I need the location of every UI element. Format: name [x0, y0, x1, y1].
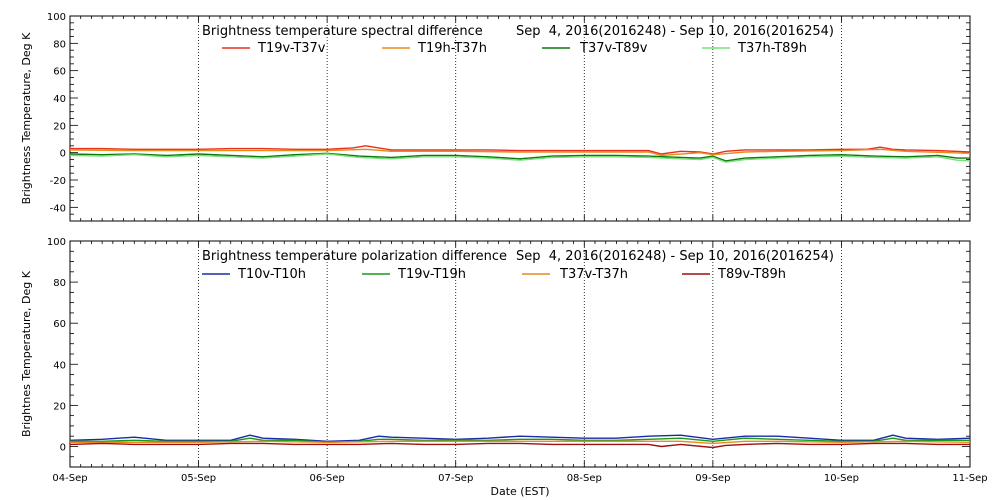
series-line-t37v-t89v — [69, 152, 970, 162]
legend-label: T19v-T19h — [397, 267, 466, 282]
series-line-t10v-t10h — [69, 434, 971, 442]
series-line-t19v-t19h — [70, 437, 970, 443]
y-tick-label: 20 — [53, 121, 66, 132]
y-tick-label: 40 — [53, 360, 66, 371]
chart-title: Brightness temperature spectral differen… — [202, 24, 483, 39]
legend-label: T19h-T37h — [417, 41, 487, 56]
chart-date-range: Sep 4, 2016(2016248) - Sep 10, 2016(2016… — [516, 249, 834, 264]
x-tick-label: 08-Sep — [567, 473, 602, 484]
chart-date-range: Sep 4, 2016(2016248) - Sep 10, 2016(2016… — [516, 24, 834, 39]
y-axis-label: Brightnes Temperature, Deg K — [20, 270, 33, 437]
y-tick-label: -40 — [50, 203, 66, 214]
y-tick-label: -20 — [50, 176, 66, 187]
x-axis-label: Date (EST) — [490, 485, 549, 498]
x-tick-label: 06-Sep — [310, 473, 345, 484]
x-tick-label: 09-Sep — [695, 473, 730, 484]
y-tick-label: 0 — [60, 442, 66, 453]
y-tick-label: 80 — [53, 278, 66, 289]
y-tick-label: 60 — [53, 319, 66, 330]
legend-label: T89v-T89h — [717, 267, 786, 282]
panel-spectral-difference: -40 -20 0 20 40 60 80 100 Brightness Temperature… — [20, 12, 971, 222]
y-tick-label: 100 — [47, 237, 66, 248]
panel-polarization-difference: 0 20 40 60 80 100 Brightnes Temperature, Deg K… — [20, 237, 988, 498]
series-line-t19v-t37v — [70, 145, 971, 155]
legend-label: T19v-T37v — [257, 41, 326, 56]
y-tick-label: 0 — [60, 149, 66, 160]
x-tick-label: 05-Sep — [181, 473, 216, 484]
y-tick-label: 100 — [47, 12, 66, 23]
y-axis-label: Brightness Temperature, Deg K — [20, 32, 33, 204]
y-tick-label: 80 — [53, 39, 66, 50]
series-line-t37h-t89h — [69, 153, 971, 163]
legend-label: T37h-T89h — [737, 41, 807, 56]
y-tick-label: 60 — [53, 67, 66, 78]
legend-label: T37v-T37h — [559, 267, 628, 282]
x-tick-label: 04-Sep — [52, 473, 87, 484]
series-line-t37v-t37h — [70, 440, 971, 445]
series-line-t89v-t89h — [69, 442, 970, 449]
legend-label: T10v-T10h — [237, 267, 306, 282]
y-tick-label: 40 — [53, 94, 66, 105]
x-tick-label: 10-Sep — [824, 473, 859, 484]
legend-label: T37v-T89v — [579, 41, 648, 56]
chart-title: Brightness temperature polarization diff… — [202, 249, 507, 264]
series-line-t19h-t37h — [69, 148, 971, 157]
x-tick-label: 11-Sep — [952, 473, 987, 484]
x-tick-label: 07-Sep — [438, 473, 473, 484]
y-tick-label: 20 — [53, 401, 66, 412]
